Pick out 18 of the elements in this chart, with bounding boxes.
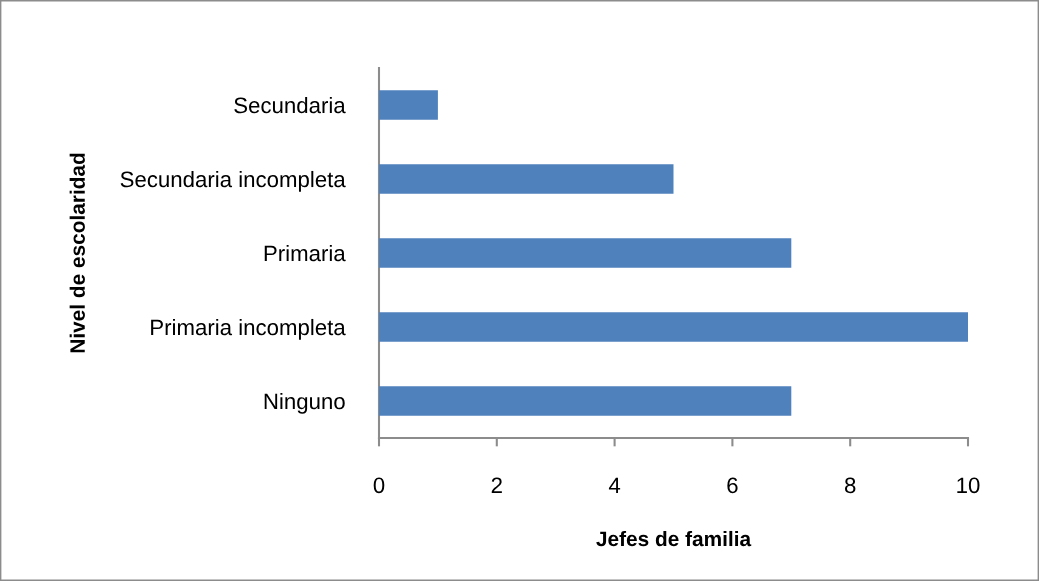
y-tick-label: Secundaria incompleta (120, 170, 346, 192)
x-tick-label: 8 (844, 477, 856, 494)
y-tick-label: Primaria (264, 244, 346, 262)
y-tick-label: Secundaria (234, 96, 346, 114)
bar (379, 312, 968, 342)
bar (379, 90, 438, 120)
y-tick-label: Primaria incompleta (151, 318, 346, 340)
bar (379, 386, 792, 416)
x-tick-label: 10 (957, 477, 980, 494)
bar (379, 164, 674, 194)
bar (379, 238, 792, 268)
x-tick-label: 6 (727, 477, 738, 494)
y-tick-label: Ninguno (264, 392, 345, 414)
x-tick-label: 0 (373, 477, 385, 494)
x-axis-title: Jefes de familia (596, 530, 752, 547)
x-tick-label: 2 (491, 477, 502, 493)
y-axis-title: Nivel de escolaridad (69, 153, 85, 353)
x-tick-label: 4 (608, 477, 621, 493)
